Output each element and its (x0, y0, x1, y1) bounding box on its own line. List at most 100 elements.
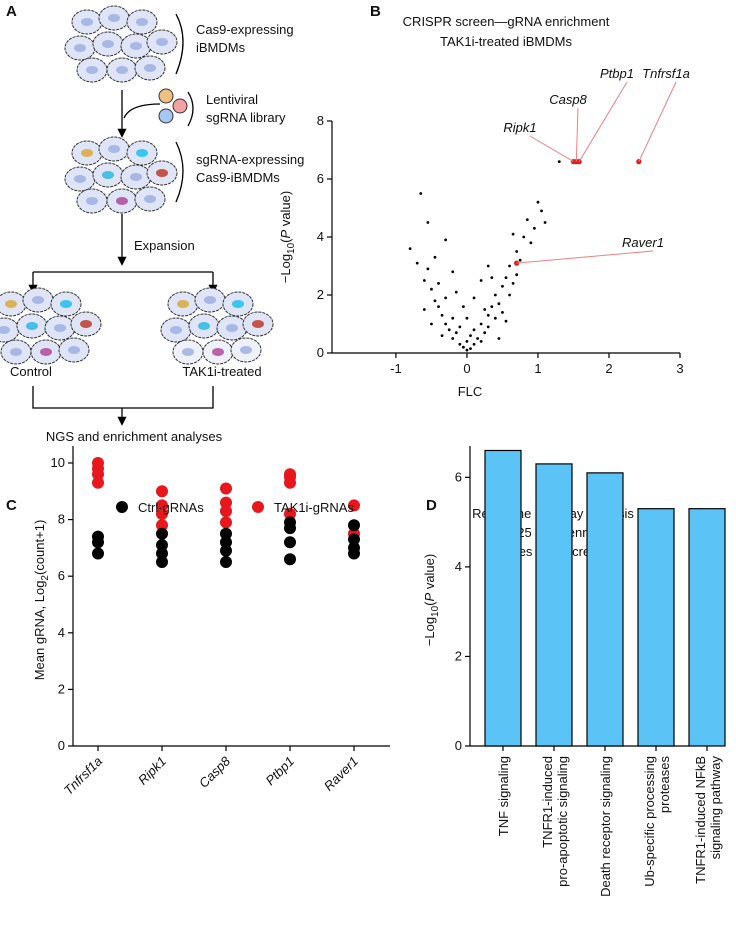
x-tick-label: proteases (657, 756, 672, 814)
dot (284, 553, 296, 566)
panel-label: C (6, 497, 17, 514)
x-tick-label: Raver1 (321, 754, 361, 794)
point (540, 209, 543, 213)
point (511, 282, 515, 285)
y-axis-label-part: 10 (430, 605, 441, 617)
point (458, 342, 462, 346)
point (533, 226, 536, 230)
dot (348, 533, 360, 546)
y-tick-label: 4 (455, 559, 462, 574)
y-axis-label-part: −Log (422, 617, 437, 646)
point (472, 296, 476, 300)
annotation-leader (516, 250, 654, 264)
nucleus (170, 326, 182, 334)
y-axis-label: −Log10(P value) (422, 554, 441, 646)
point (426, 221, 430, 224)
y-tick-label: 6 (455, 469, 462, 484)
x-tick-label: pro-apoptotic signaling (555, 756, 570, 887)
virion (158, 88, 174, 104)
point (486, 313, 490, 317)
virion (158, 108, 174, 124)
dot (92, 547, 104, 560)
x-tick-label: Tnfrsf1a (61, 754, 105, 798)
nucleus (102, 171, 114, 179)
workflow-arrows (28, 13, 218, 426)
dot (156, 539, 168, 552)
point (476, 337, 479, 340)
step-label: sgRNA library (206, 110, 286, 125)
point (430, 287, 433, 291)
point (437, 305, 440, 308)
point (515, 250, 519, 253)
point (472, 328, 476, 332)
point (529, 241, 533, 245)
nucleus (204, 296, 216, 304)
nucleus (136, 18, 148, 26)
nucleus (116, 197, 128, 205)
point (504, 319, 508, 323)
y-tick-label: 2 (317, 287, 324, 302)
point (444, 296, 448, 300)
dot (348, 541, 360, 554)
point (465, 340, 469, 343)
nucleus (116, 66, 128, 74)
annotation-leader (575, 107, 579, 162)
y-axis-label-part: value) (278, 191, 293, 230)
y-tick-label: 4 (317, 229, 324, 244)
point (433, 299, 437, 303)
x-tick-label: Ub-specific processing (642, 756, 657, 887)
cell-cluster (64, 5, 178, 83)
point (515, 273, 519, 277)
point (522, 235, 526, 239)
x-tick-label: Death receptor signaling (598, 756, 613, 897)
annotation-leader (529, 135, 574, 163)
point (437, 282, 440, 285)
point (479, 340, 483, 343)
x-tick-label: 0 (463, 361, 470, 376)
point (440, 334, 444, 337)
nucleus (26, 322, 38, 330)
point (501, 311, 504, 314)
dot (220, 527, 232, 540)
step-label: Cas9-expressing (196, 22, 294, 37)
y-axis-label-part: (count+1) (32, 520, 47, 575)
nucleus (182, 348, 194, 356)
point (497, 302, 501, 306)
legend-label: TAK1i-gRNAs (274, 500, 354, 515)
bar (688, 508, 726, 747)
dot (156, 499, 168, 512)
dot (220, 536, 232, 549)
point (483, 331, 487, 335)
point (440, 313, 444, 317)
y-axis-label: Mean gRNA, Log2(count+1) (32, 520, 51, 681)
annotation: Tnfrsf1a (642, 66, 690, 81)
nucleus (54, 324, 66, 332)
cell-cluster (0, 287, 102, 365)
panel-label: A (6, 3, 17, 20)
nucleus (108, 145, 120, 153)
point (422, 308, 426, 311)
annotation: Ptbp1 (600, 66, 634, 81)
y-tick-label: 2 (455, 648, 462, 663)
x-tick-label: Casp8 (196, 753, 234, 791)
point (430, 322, 433, 326)
y-axis-label-part: 2 (40, 575, 51, 581)
dot (348, 519, 360, 532)
point (493, 316, 497, 320)
dot (92, 476, 104, 489)
bar (637, 508, 675, 747)
step-label: Expansion (134, 238, 195, 253)
annotation: Raver1 (622, 235, 664, 250)
dot (284, 516, 296, 529)
y-tick-label: 8 (317, 113, 324, 128)
point (419, 192, 423, 195)
y-tick-label: 6 (317, 171, 324, 186)
point (422, 279, 426, 282)
point (490, 276, 494, 279)
chart-title: CRISPR screen—gRNA enrichment (403, 14, 610, 29)
x-tick-label: TNF signaling (496, 756, 511, 836)
y-tick-label: 0 (317, 345, 324, 360)
cell-cluster (160, 287, 274, 365)
nucleus (81, 149, 93, 157)
x-tick-label: signaling pathway (708, 756, 723, 860)
